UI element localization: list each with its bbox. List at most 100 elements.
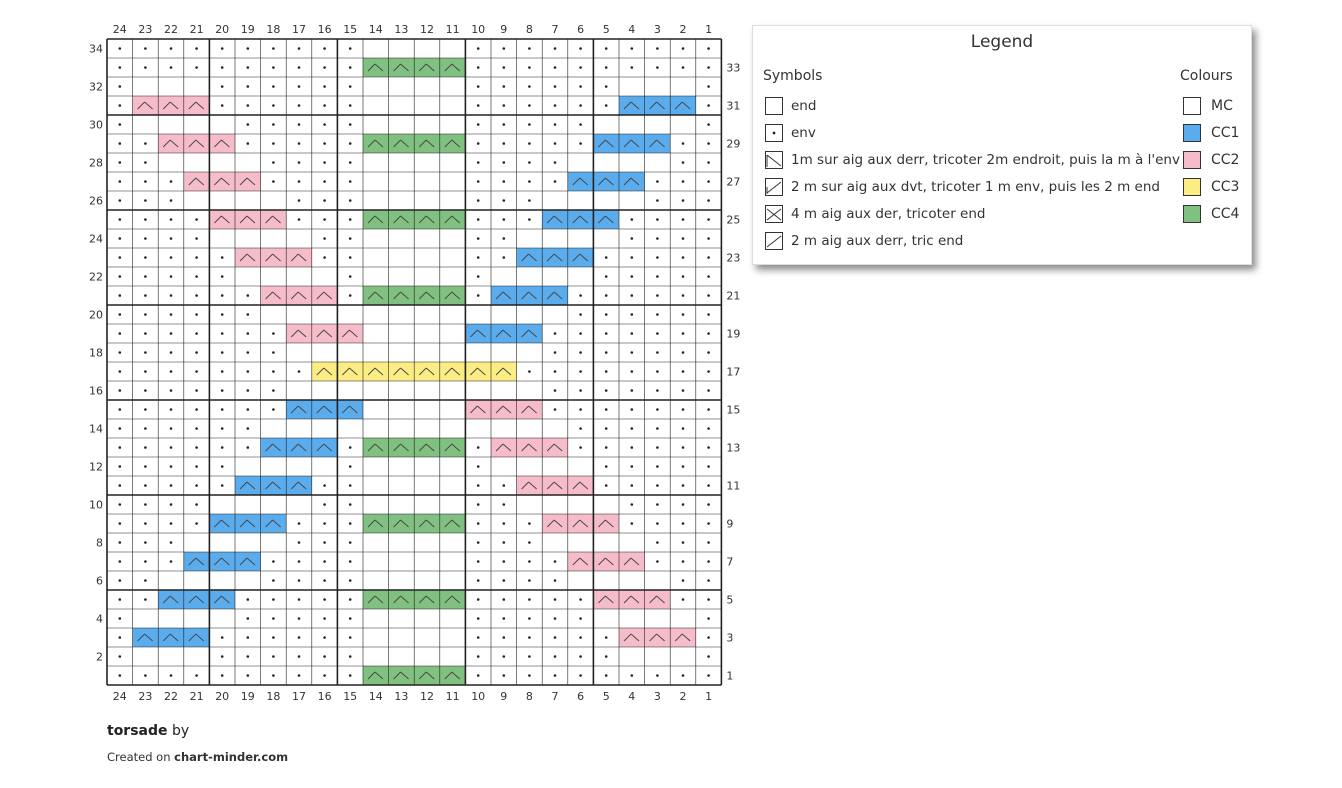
cable-stroke: [367, 63, 384, 72]
purl-dot: [195, 237, 198, 240]
purl-dot: [118, 427, 122, 430]
purl-dot: [144, 408, 147, 411]
chart-cell-cc1: [209, 552, 235, 571]
cable-stroke: [137, 101, 153, 110]
cable-stroke: [316, 291, 333, 300]
column-number-top: 19: [241, 23, 255, 36]
purl-dot: [144, 294, 147, 297]
purl-dot: [118, 541, 122, 544]
purl-dot: [604, 408, 608, 411]
chart-cell-cc4: [414, 438, 440, 457]
column-number-bottom: 7: [552, 690, 559, 703]
row-number-left: 32: [89, 81, 103, 94]
row-number-left: 20: [89, 309, 103, 322]
site-link[interactable]: chart-minder.com: [174, 750, 289, 764]
purl-dot: [528, 47, 531, 50]
cable-stroke: [316, 443, 333, 452]
purl-dot: [707, 66, 710, 69]
purl-dot: [656, 370, 659, 373]
row-number-right: 25: [726, 214, 740, 227]
cable-stroke: [418, 63, 435, 72]
row-number-left: 2: [96, 651, 103, 664]
purl-dot: [656, 522, 659, 525]
chart-cell-cc4: [388, 438, 415, 457]
knitting-chart: 24 24 23 23 22 22 21 21 20 20 19 19 18 18 17 17 16 16 15 15…: [80, 18, 760, 708]
purl-dot: [348, 275, 352, 278]
chart-cell-cc1: [311, 438, 338, 457]
chart-cell-cc3: [465, 362, 491, 381]
purl-dot: [297, 199, 301, 202]
purl-dot: [195, 351, 198, 354]
row-number-left: 14: [89, 423, 103, 436]
purl-dot: [348, 484, 352, 487]
legend-symbol-cable-right: 2 m sur aig aux dvt, tricoter 1 m env, p…: [765, 177, 1160, 197]
purl-dot: [476, 237, 480, 240]
cable-stroke: [393, 671, 409, 680]
chart-cell-cc4: [414, 134, 440, 153]
cable-stroke: [265, 519, 281, 528]
cable-stroke: [342, 329, 358, 338]
chart-cell-cc2: [644, 628, 671, 647]
purl-dot: [604, 370, 608, 373]
chart-cell-cc1: [337, 400, 363, 419]
purl-dot: [323, 199, 326, 202]
purl-dot: [502, 123, 506, 126]
purl-dot: [476, 560, 480, 563]
chart-cell-cc4: [439, 58, 466, 77]
column-number-bottom: 19: [241, 690, 255, 703]
purl-dot: [579, 66, 582, 69]
purl-dot: [579, 332, 582, 335]
cable-stroke: [521, 443, 537, 452]
purl-dot: [348, 655, 352, 658]
cable-stroke: [214, 557, 230, 566]
purl-dot: [144, 465, 147, 468]
purl-dot: [220, 484, 224, 487]
purl-dot: [323, 598, 326, 601]
colours-heading: Colours: [1180, 68, 1233, 84]
chart-cell-cc1: [235, 514, 261, 533]
chart-cell-cc2: [209, 210, 235, 229]
purl-dot: [630, 351, 634, 354]
purl-dot: [630, 332, 634, 335]
purl-dot: [323, 541, 326, 544]
purl-dot: [553, 351, 557, 354]
chart-cell-cc2: [209, 172, 235, 191]
cable-stroke: [649, 595, 665, 604]
pattern-title-line: torsade by: [107, 723, 189, 739]
purl-dot: [528, 655, 531, 658]
chart-cell-cc4: [414, 58, 440, 77]
purl-dot: [195, 370, 198, 373]
purl-dot: [604, 47, 608, 50]
purl-dot: [297, 218, 301, 221]
row-number-right: 9: [726, 518, 733, 531]
purl-dot: [246, 370, 250, 373]
column-number-top: 10: [471, 23, 485, 36]
purl-dot: [656, 199, 659, 202]
purl-dot: [528, 541, 531, 544]
purl-dot: [169, 370, 173, 373]
purl-dot: [297, 47, 301, 50]
purl-dot: [195, 256, 198, 259]
purl-dot: [118, 560, 122, 563]
purl-dot: [220, 294, 224, 297]
cable-stroke: [214, 215, 230, 224]
chart-grid: 2424232322222121202019191818171716161515…: [89, 23, 740, 703]
purl-dot: [348, 66, 352, 69]
purl-dot: [528, 161, 531, 164]
purl-dot: [630, 427, 634, 430]
cable-stroke: [290, 329, 307, 338]
purl-dot: [630, 389, 634, 392]
row-number-right: 19: [726, 328, 740, 341]
chart-cell-cc4: [439, 590, 466, 609]
symbols-heading: Symbols: [763, 68, 823, 84]
purl-dot: [630, 674, 634, 677]
row-number-left: 8: [96, 537, 103, 550]
column-number-bottom: 1: [705, 690, 712, 703]
purl-dot: [246, 294, 250, 297]
purl-dot: [528, 218, 531, 221]
purl-dot: [118, 104, 122, 107]
purl-dot: [323, 123, 326, 126]
purl-dot: [169, 47, 173, 50]
purl-dot: [553, 104, 557, 107]
purl-dot: [579, 294, 582, 297]
